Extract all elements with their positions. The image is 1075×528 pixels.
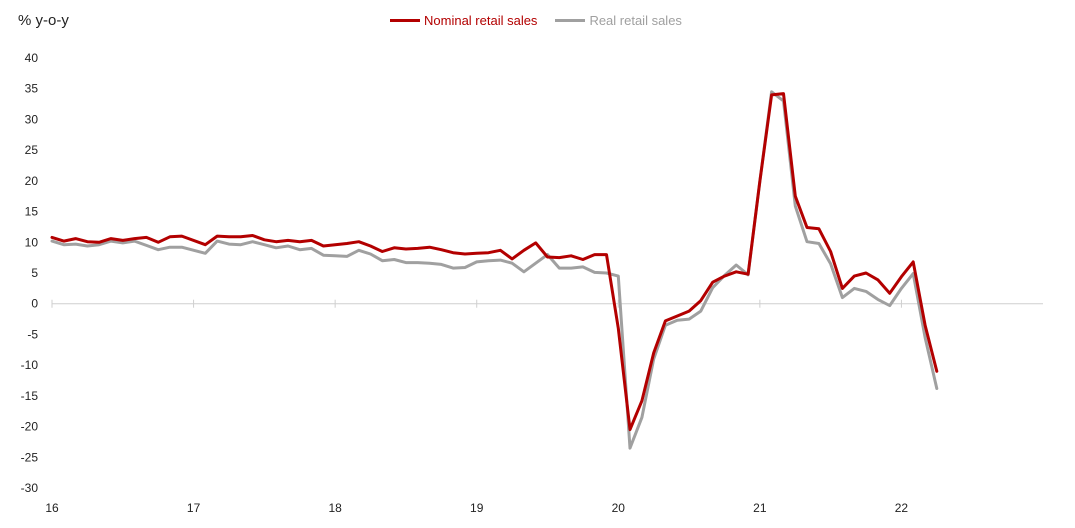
- legend-swatch-real: [555, 19, 586, 22]
- y-axis-unit-label: % y-o-y: [18, 12, 69, 29]
- y-tick-label: 0: [31, 297, 38, 311]
- y-tick-label: 10: [25, 235, 39, 249]
- x-tick-label: 17: [187, 501, 201, 515]
- y-tick-label: -10: [21, 358, 39, 372]
- x-tick-label: 21: [753, 501, 767, 515]
- y-tick-label: 20: [25, 174, 39, 188]
- y-tick-label: -20: [21, 420, 39, 434]
- y-axis: 40 35 30 25 20 15 10 5 0 -5 -10 -15 -20 -25 -30: [21, 51, 39, 495]
- x-tick-label: 19: [470, 501, 484, 515]
- legend-label-real: Real retail sales: [589, 13, 682, 28]
- series-layer: [50, 90, 939, 450]
- legend-swatch-nominal: [390, 19, 420, 22]
- x-axis: 16 17 18 19 20 21 22: [45, 299, 1043, 515]
- y-tick-label: 35: [25, 82, 39, 96]
- x-tick-label: 18: [328, 501, 342, 515]
- y-tick-label: 15: [25, 205, 39, 219]
- y-tick-label: 30: [25, 112, 39, 126]
- legend: Nominal retail sales Real retail sales: [390, 13, 682, 28]
- legend-item-nominal: Nominal retail sales: [390, 13, 537, 28]
- x-tick-label: 20: [612, 501, 626, 515]
- y-tick-label: 40: [25, 51, 39, 65]
- x-tick-label: 22: [895, 501, 909, 515]
- series-line-real: [50, 90, 939, 450]
- series-line-nominal: [50, 92, 939, 432]
- y-tick-label: 5: [31, 266, 38, 280]
- x-tick-label: 16: [45, 501, 59, 515]
- legend-label-nominal: Nominal retail sales: [424, 13, 538, 28]
- y-tick-label: -30: [21, 481, 39, 495]
- y-tick-label: -25: [21, 450, 39, 464]
- legend-item-real: Real retail sales: [555, 13, 682, 28]
- y-tick-label: -15: [21, 389, 39, 403]
- y-tick-label: -5: [27, 327, 38, 341]
- y-tick-label: 25: [25, 143, 39, 157]
